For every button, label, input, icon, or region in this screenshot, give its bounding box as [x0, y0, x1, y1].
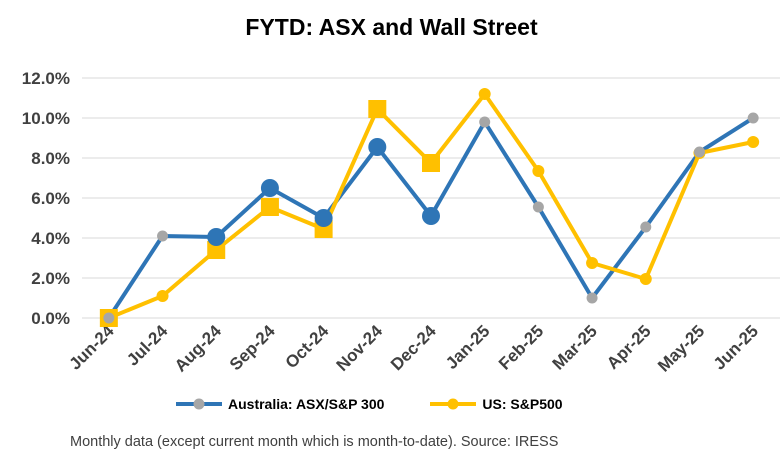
- x-tick-label: Nov-24: [333, 321, 387, 375]
- australia-marker-large: [207, 228, 226, 246]
- legend-label-us: US: S&P500: [482, 396, 563, 412]
- us-marker-point: [156, 290, 169, 302]
- x-tick-label: Aug-24: [171, 321, 226, 376]
- x-tick-label: Oct-24: [282, 321, 333, 372]
- us-marker-square: [422, 154, 440, 172]
- australia-marker-point: [479, 116, 491, 128]
- y-tick-label: 4.0%: [31, 229, 70, 248]
- us-marker-point: [586, 257, 599, 269]
- series-line-us: [106, 92, 756, 320]
- australia-marker-point: [640, 221, 652, 233]
- us-marker-point: [478, 88, 491, 100]
- y-tick-label: 0.0%: [31, 309, 70, 328]
- us-marker-square: [260, 198, 279, 216]
- us-marker-square: [207, 241, 226, 259]
- australia-marker-point: [747, 112, 759, 124]
- chart-footnote: Monthly data (except current month which…: [70, 434, 559, 450]
- chart-legend: Australia: ASX/S&P 300 US: S&P500: [176, 396, 563, 412]
- y-tick-label: 12.0%: [22, 69, 70, 88]
- x-tick-label: Jul-24: [123, 321, 172, 370]
- gridlines: [82, 77, 780, 319]
- y-tick-label: 6.0%: [31, 189, 70, 208]
- x-tick-label: Sep-24: [226, 321, 279, 374]
- australia-marker-large: [314, 209, 333, 227]
- australia-marker-point: [586, 292, 598, 304]
- us-marker-square: [368, 100, 387, 118]
- x-axis-ticks: Jun-24 Jul-24 Aug-24 Sep-24 Oct-24 Nov-24 Dec-…: [65, 321, 761, 376]
- australia-marker-point: [157, 230, 169, 242]
- australia-marker-large: [260, 179, 279, 197]
- y-tick-label: 8.0%: [31, 149, 70, 168]
- chart-title: FYTD: ASX and Wall Street: [245, 14, 538, 40]
- x-tick-label: Dec-24: [387, 321, 440, 374]
- us-marker-point: [639, 273, 652, 285]
- x-tick-label: Feb-25: [495, 321, 547, 373]
- series-markers: [99, 88, 760, 327]
- us-marker-point: [747, 136, 760, 148]
- legend-item-us: US: S&P500: [430, 396, 563, 412]
- y-axis-ticks: 0.0% 2.0% 4.0% 6.0% 8.0% 10.0% 12.0%: [22, 69, 70, 328]
- australia-marker-large: [368, 138, 387, 156]
- australia-marker-point: [532, 201, 544, 213]
- x-tick-label: Jun-24: [65, 321, 118, 374]
- x-tick-label: Apr-25: [603, 321, 655, 373]
- australia-marker-large: [422, 207, 440, 225]
- legend-label-australia: Australia: ASX/S&P 300: [228, 396, 385, 412]
- y-tick-label: 10.0%: [22, 109, 70, 128]
- x-tick-label: Jan-25: [442, 321, 494, 373]
- legend-swatch-australia: [176, 398, 222, 410]
- us-marker-point: [532, 165, 545, 177]
- y-tick-label: 2.0%: [31, 269, 70, 288]
- x-tick-label: Mar-25: [549, 321, 601, 373]
- x-tick-label: May-25: [654, 321, 708, 375]
- x-tick-label: Jun-25: [710, 321, 762, 373]
- legend-swatch-us: [430, 398, 477, 410]
- australia-marker-point: [103, 312, 115, 324]
- australia-marker-point: [693, 146, 705, 158]
- series-lines: [106, 92, 756, 320]
- legend-item-australia: Australia: ASX/S&P 300: [176, 396, 384, 412]
